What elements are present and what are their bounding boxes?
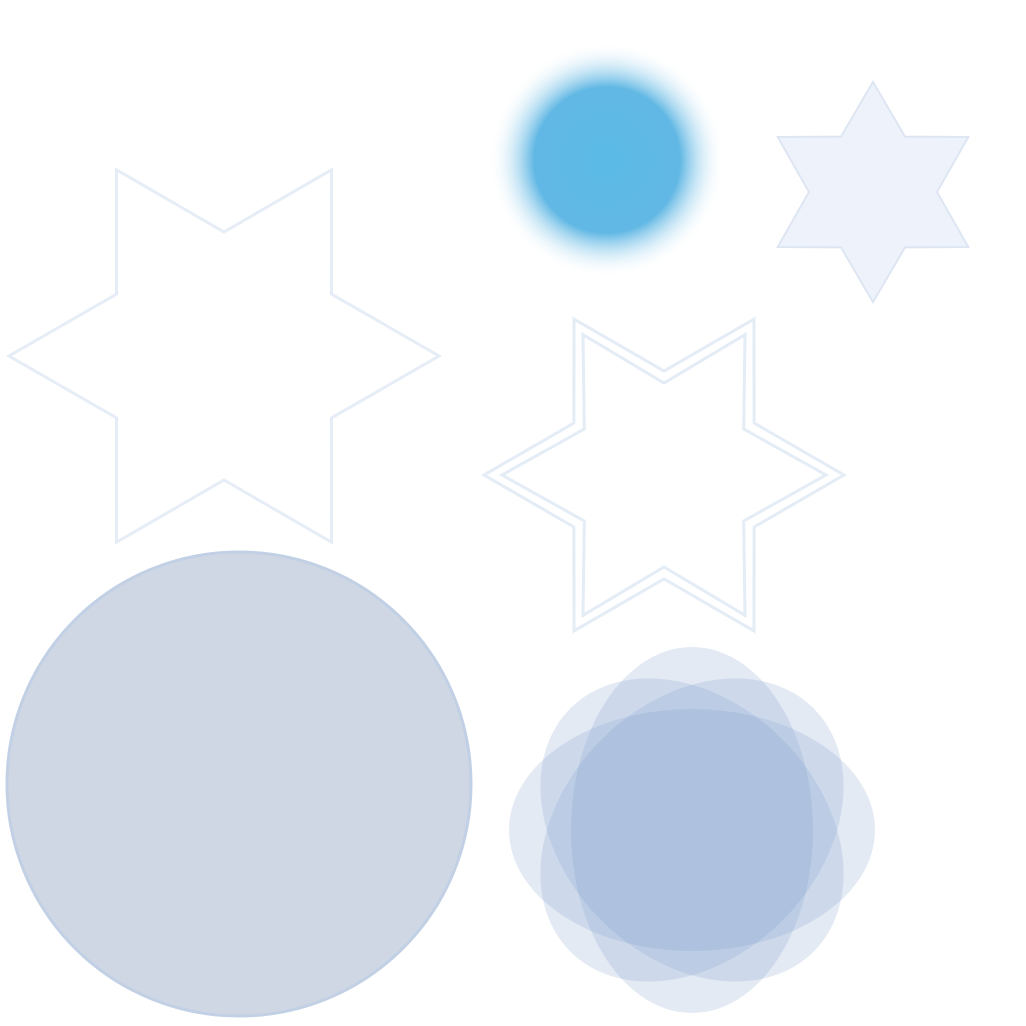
large-star-icon <box>9 169 439 543</box>
flower-petal-horizontal <box>509 709 875 951</box>
flower-petal-diagonal-b <box>540 678 844 982</box>
double-star-inner-icon <box>498 332 830 618</box>
big-circle-icon <box>7 552 471 1016</box>
flower-petal-diagonal-a <box>540 678 844 982</box>
blurred-circle-icon <box>489 42 725 278</box>
big-circle-outline <box>5 550 473 1018</box>
flower-petal-vertical <box>571 647 813 1013</box>
small-star-icon <box>777 82 969 302</box>
small-star-outline <box>775 80 971 304</box>
large-star-outline <box>5 167 443 545</box>
double-star-outer-icon <box>481 316 847 634</box>
petal-flower-icon <box>509 647 875 1013</box>
